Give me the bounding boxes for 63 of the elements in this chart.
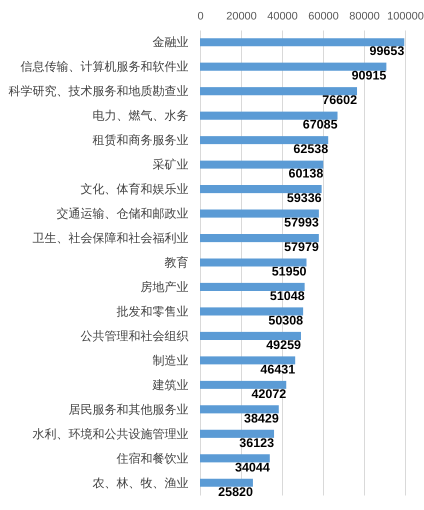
data-label: 62538 <box>293 142 328 156</box>
data-label: 60138 <box>288 166 324 181</box>
bar <box>200 478 253 487</box>
y-tick-label: 水利、环境和公共设施管理业 <box>32 426 188 441</box>
x-tick-label: 60000 <box>308 10 339 22</box>
x-tick-label: 40000 <box>267 10 298 22</box>
bar <box>200 87 358 96</box>
y-tick-label: 居民服务和其他服务业 <box>68 402 188 416</box>
bar <box>200 112 338 120</box>
bar <box>200 160 324 169</box>
data-label: 50308 <box>268 313 304 328</box>
y-tick-label: 制造业 <box>152 353 188 368</box>
y-tick-label: 建筑业 <box>152 378 188 392</box>
data-label: 57993 <box>284 216 319 230</box>
bar <box>200 62 386 71</box>
y-tick-label: 交通运输、仓储和邮政业 <box>56 206 188 221</box>
y-tick-label: 文化、体育和娱乐业 <box>80 182 188 196</box>
y-tick-label: 卫生、社会保障和社会福利业 <box>32 231 188 246</box>
data-label: 34044 <box>235 460 270 474</box>
y-tick-label: 采矿业 <box>152 158 188 172</box>
y-tick-label: 房地产业 <box>140 280 188 294</box>
data-label: 51048 <box>270 288 305 303</box>
bar <box>200 136 328 144</box>
y-tick-label: 教育 <box>164 256 188 270</box>
bar <box>200 380 286 389</box>
bar <box>200 234 319 242</box>
y-tick-label: 农、林、牧、渔业 <box>92 476 188 490</box>
bar <box>200 38 404 46</box>
bar <box>200 258 306 267</box>
bar <box>200 282 305 292</box>
data-label: 36123 <box>239 436 274 450</box>
data-label: 42072 <box>251 386 286 401</box>
y-tick-label: 公共管理和社会组织 <box>80 328 188 343</box>
y-tick-label: 金融业 <box>152 35 188 50</box>
data-label: 46431 <box>260 362 296 376</box>
data-label: 76602 <box>322 93 358 108</box>
x-tick-label: 100000 <box>387 10 424 22</box>
data-label: 67085 <box>302 118 338 132</box>
y-tick-label: 租赁和商务服务业 <box>92 133 188 148</box>
bar <box>200 332 301 340</box>
data-label: 51950 <box>272 264 307 278</box>
y-tick-label: 科学研究、技术服务和地质勘查业 <box>8 84 188 98</box>
data-label: 57979 <box>284 240 319 254</box>
bar <box>200 307 304 316</box>
data-label: 59336 <box>286 191 322 206</box>
x-tick-label: 0 <box>197 10 204 22</box>
bar <box>200 430 274 438</box>
x-tick-label: 80000 <box>349 10 380 22</box>
x-tick-label: 20000 <box>226 10 257 22</box>
data-label: 38429 <box>244 411 279 426</box>
data-label: 99653 <box>370 44 404 58</box>
y-tick-label: 信息传输、计算机服务和软件业 <box>20 60 188 74</box>
data-label: 49259 <box>266 338 302 352</box>
data-label: 90915 <box>352 68 386 83</box>
bar <box>200 185 322 194</box>
bar <box>200 454 270 462</box>
data-label: 25820 <box>218 484 253 499</box>
y-tick-label: 住宿和餐饮业 <box>116 451 188 466</box>
bar <box>200 356 296 364</box>
bar <box>200 405 279 414</box>
y-tick-label: 批发和零售业 <box>116 304 188 318</box>
bar <box>200 210 319 218</box>
y-tick-label: 电力、燃气、水务 <box>92 108 188 123</box>
